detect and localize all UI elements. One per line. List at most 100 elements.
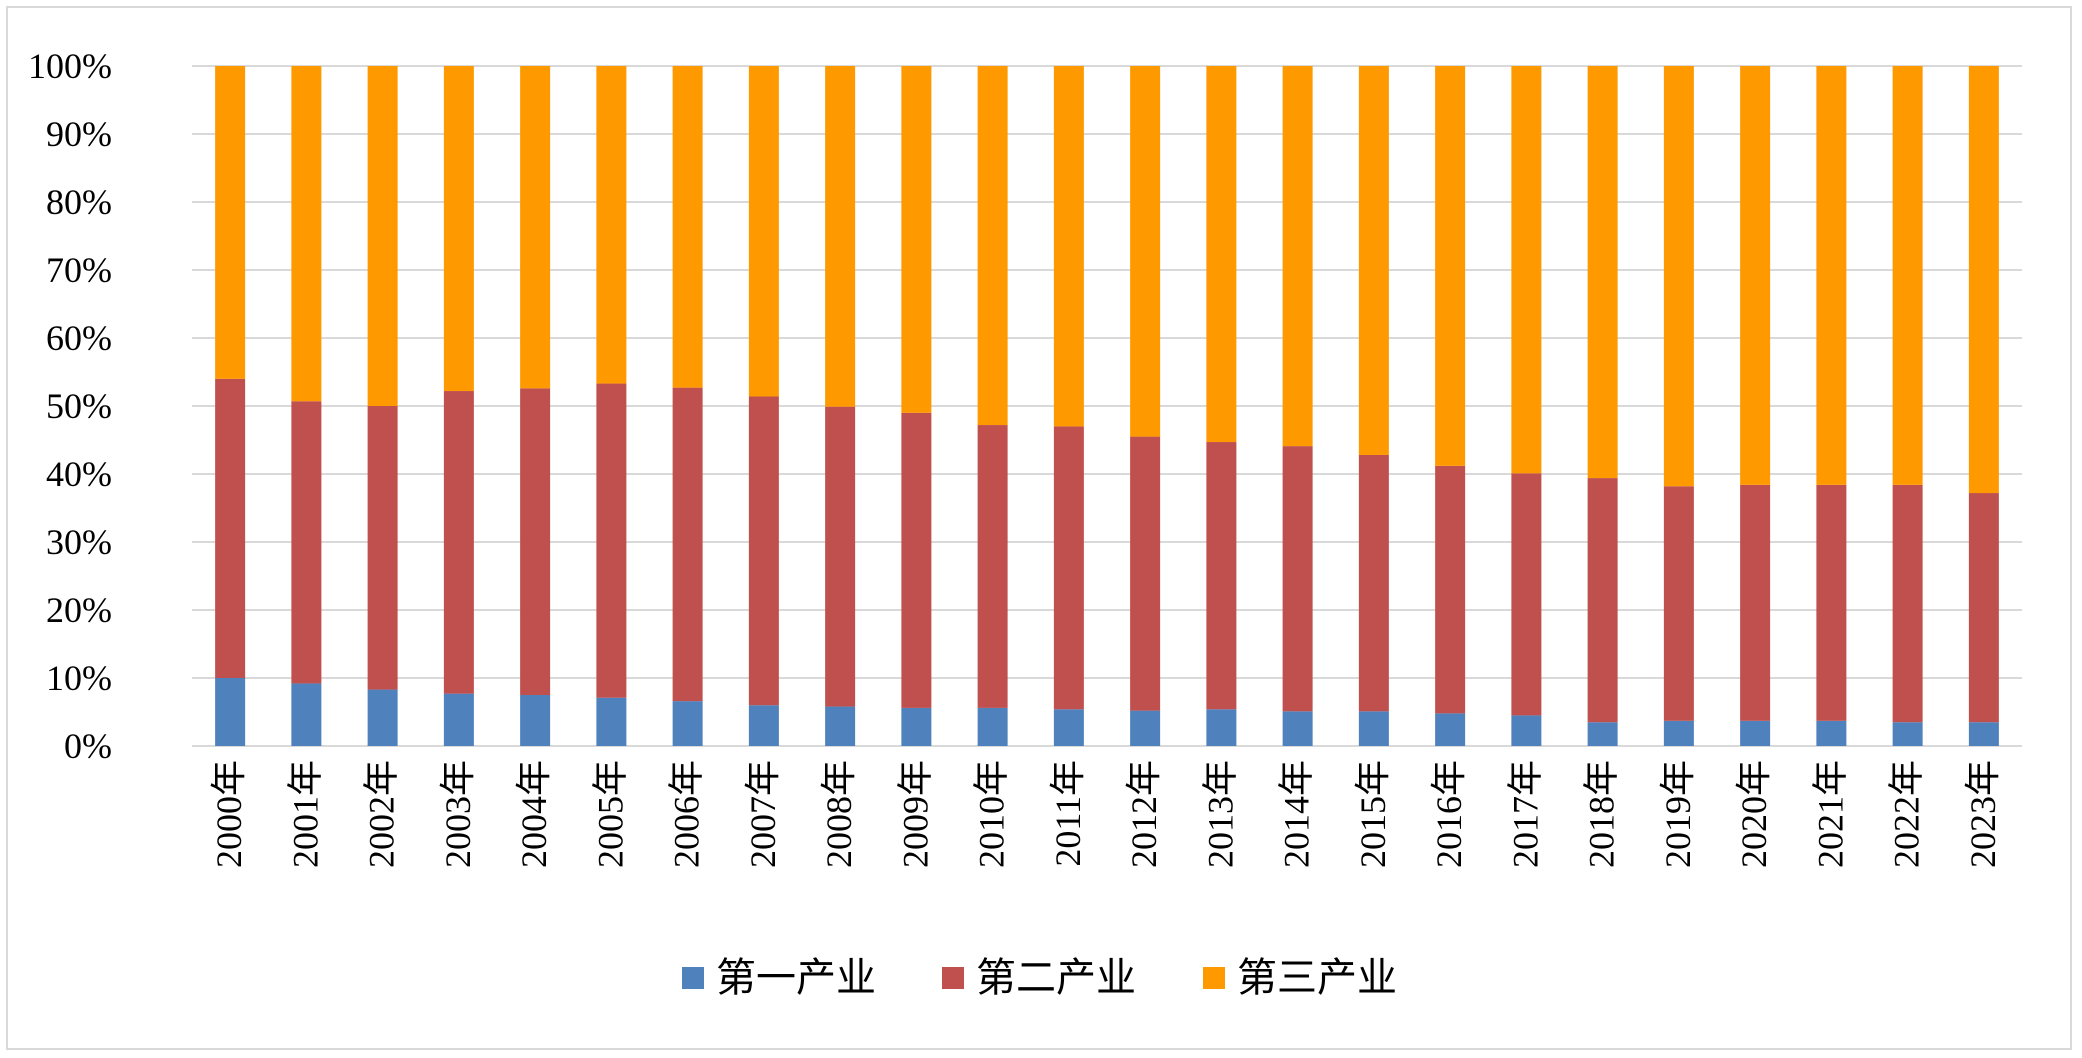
x-tick-label: 2014年 [1277, 760, 1317, 868]
y-tick-label: 30% [46, 522, 112, 562]
bar-segment [1130, 710, 1161, 746]
x-tick-label: 2009年 [895, 760, 935, 868]
x-tick-label: 2015年 [1353, 760, 1393, 868]
bar-segment [1892, 484, 1923, 723]
bar-segment [1892, 722, 1923, 746]
bar-segment [748, 705, 779, 746]
bar-segment [1511, 473, 1542, 716]
bar-segment [1587, 66, 1618, 479]
bar-segment [596, 697, 627, 746]
legend-swatch [942, 967, 964, 989]
bar-segment [1968, 493, 1999, 723]
bar-segment [1053, 709, 1084, 746]
bar-segment [1282, 66, 1313, 447]
bar-segment [1663, 66, 1694, 487]
bar-segment [1435, 66, 1466, 466]
bar-segment [1358, 66, 1389, 455]
bar-segment [1206, 442, 1237, 710]
x-tick-label: 2016年 [1429, 760, 1469, 868]
x-tick-label: 2006年 [667, 760, 707, 868]
y-tick-label: 100% [28, 46, 112, 86]
x-tick-label: 2017年 [1505, 760, 1545, 868]
x-tick-label: 2019年 [1658, 760, 1698, 868]
x-tick-label: 2008年 [819, 760, 859, 868]
x-tick-label: 2023年 [1963, 760, 2003, 868]
y-tick-label: 20% [46, 590, 112, 630]
x-tick-label: 2007年 [743, 760, 783, 868]
x-tick-label: 2013年 [1200, 760, 1240, 868]
bar-segment [748, 66, 779, 397]
bar-segment [291, 401, 322, 684]
y-tick-label: 50% [46, 386, 112, 426]
bar-segment [215, 678, 246, 746]
x-tick-label: 2010年 [972, 760, 1012, 868]
bar-segment [1206, 709, 1237, 746]
bar-segment [291, 683, 322, 746]
bar-segment [1511, 66, 1542, 474]
y-tick-label: 60% [46, 318, 112, 358]
x-tick-label: 2004年 [514, 760, 554, 868]
bar-segment [1740, 484, 1771, 721]
bar-segment [520, 695, 551, 746]
bar-segment [1435, 465, 1466, 714]
bar-segment [596, 66, 627, 384]
bar-segment [1968, 66, 1999, 494]
legend-label: 第三产业 [1237, 955, 1397, 1000]
legend-label: 第一产业 [716, 955, 876, 1000]
bar-segment [1435, 713, 1466, 746]
bar-segment [367, 66, 398, 406]
x-tick-label: 2005年 [590, 760, 630, 868]
bar-segment [977, 707, 1008, 746]
stacked-bar-chart: 0%10%20%30%40%50%60%70%80%90%100% 2000年 2… [28, 46, 2022, 1000]
bar-segment [901, 707, 932, 746]
x-tick-label: 2011年 [1048, 760, 1088, 867]
bar-segment [1740, 720, 1771, 746]
bar-segment [1511, 715, 1542, 746]
x-tick-label: 2001年 [285, 760, 325, 868]
bar-segment [1282, 711, 1313, 746]
bar-segment [1968, 722, 1999, 746]
bar-segment [1053, 426, 1084, 710]
bar-segment [1587, 478, 1618, 723]
bar-segment [1358, 711, 1389, 746]
bar-segment [672, 701, 703, 746]
bar-segment [672, 66, 703, 388]
y-tick-label: 40% [46, 454, 112, 494]
bars [215, 66, 1999, 746]
x-tick-label: 2002年 [362, 760, 402, 868]
y-tick-label: 70% [46, 250, 112, 290]
y-axis-ticks: 0% 10% 20% 30% 40% 50% 60% 70% 80% 90% 100% [28, 46, 112, 766]
gridlines [192, 65, 2022, 747]
bar-segment [1892, 66, 1923, 485]
bar-segment [215, 66, 246, 379]
bar-segment [977, 425, 1008, 708]
bar-segment [1587, 722, 1618, 746]
bar-segment [748, 396, 779, 706]
y-tick-label: 80% [46, 182, 112, 222]
bar-segment [596, 383, 627, 698]
bar-segment [1816, 720, 1847, 746]
legend: 第一产业 第二产业 第三产业 [682, 955, 1397, 1000]
bar-segment [291, 66, 322, 402]
bar-segment [443, 66, 474, 392]
x-tick-label: 2020年 [1734, 760, 1774, 868]
bar-segment [1740, 66, 1771, 485]
x-tick-label: 2000年 [209, 760, 249, 868]
bar-segment [1816, 66, 1847, 485]
bar-segment [520, 66, 551, 389]
x-tick-label: 2021年 [1810, 760, 1850, 868]
legend-label: 第二产业 [976, 955, 1136, 1000]
bar-segment [1282, 446, 1313, 712]
bar-segment [520, 388, 551, 695]
bar-segment [1130, 436, 1161, 711]
bar-segment [367, 406, 398, 690]
bar-segment [825, 406, 856, 707]
bar-segment [1358, 454, 1389, 712]
y-tick-label: 10% [46, 658, 112, 698]
bar-segment [367, 689, 398, 746]
bar-segment [443, 693, 474, 746]
x-axis-ticks: 2000年 2001年 2002年 2003年 2004年 2005年 2006年 2007年… [209, 760, 2003, 868]
x-tick-label: 2003年 [438, 760, 478, 868]
bar-segment [672, 387, 703, 702]
x-tick-label: 2012年 [1124, 760, 1164, 868]
